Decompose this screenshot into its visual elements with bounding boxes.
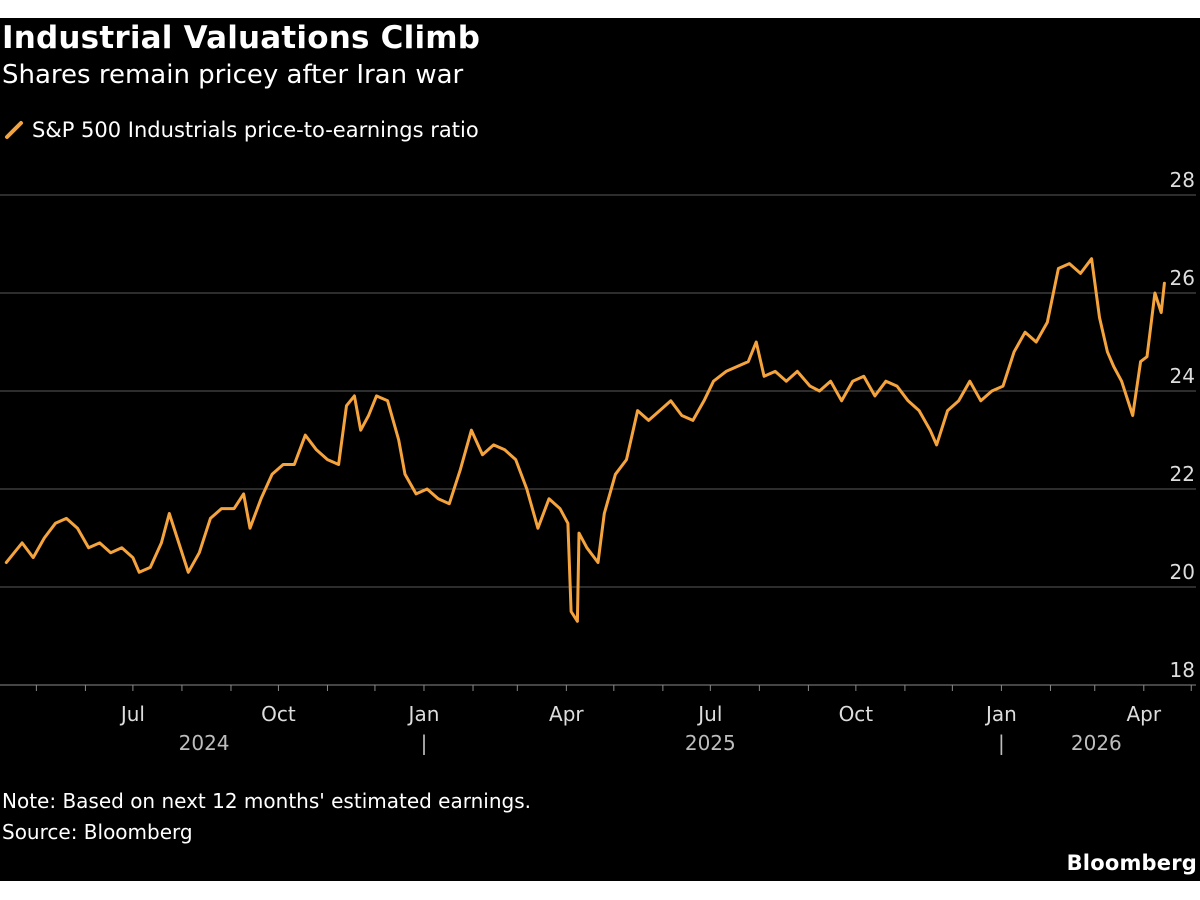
x-tick-label: Apr (1126, 702, 1161, 726)
chart-frame: Industrial Valuations Climb Shares remai… (0, 18, 1200, 881)
y-tick-label: 24 (1170, 364, 1195, 388)
x-year-label: 2026 (1071, 731, 1122, 755)
legend-label: S&P 500 Industrials price-to-earnings ra… (32, 118, 479, 142)
x-year-separator: | (998, 731, 1005, 755)
x-year-separator: | (421, 731, 428, 755)
y-tick-label: 20 (1170, 560, 1195, 584)
series-line-0 (4, 257, 1166, 623)
x-tick-label: Jul (119, 702, 145, 726)
x-year-label: 2025 (685, 731, 736, 755)
chart-note: Note: Based on next 12 months' estimated… (2, 789, 531, 813)
chart-subtitle: Shares remain pricey after Iran war (2, 60, 464, 90)
y-tick-label: 26 (1170, 266, 1195, 290)
y-tick-label: 18 (1170, 658, 1195, 682)
x-tick-label: Oct (839, 702, 874, 726)
line-chart: 18 20 22 24 26 28 Jul Oct Jan Apr Jul Oct Jan Apr 2024… (0, 168, 1196, 755)
chart-title: Industrial Valuations Climb (2, 20, 481, 56)
x-tick-label: Jan (407, 702, 440, 726)
chart-source: Source: Bloomberg (2, 820, 193, 844)
y-tick-label: 28 (1170, 168, 1195, 192)
x-tick-label: Apr (549, 702, 584, 726)
bloomberg-logo: Bloomberg (1066, 851, 1197, 875)
x-tick-label: Jan (984, 702, 1017, 726)
y-tick-label: 22 (1170, 462, 1195, 486)
legend: S&P 500 Industrials price-to-earnings ra… (4, 118, 479, 142)
x-year-label: 2024 (179, 731, 230, 755)
legend-swatch-icon (4, 120, 24, 140)
x-tick-label: Oct (261, 702, 296, 726)
x-tick-label: Jul (696, 702, 722, 726)
